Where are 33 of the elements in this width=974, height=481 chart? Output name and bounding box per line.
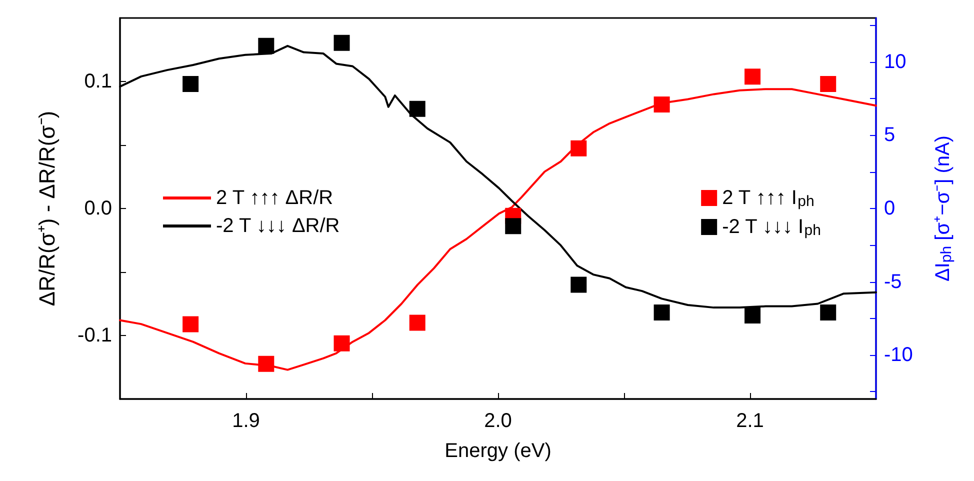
y2-tick-label: -5 <box>884 270 902 293</box>
y2-tick-label: 10 <box>884 50 906 73</box>
x-tick-label: 2.1 <box>736 410 764 432</box>
y2-tick-label: -10 <box>884 344 913 366</box>
point <box>258 38 274 54</box>
point <box>334 335 350 352</box>
point <box>654 304 670 321</box>
legend-label: -2 T ↓↓↓ ΔR/R <box>216 215 340 237</box>
point <box>570 276 587 293</box>
point <box>744 307 761 324</box>
point <box>334 34 350 51</box>
y2-axis-title: ΔIph [σ⁺−σ⁻] (nA) <box>932 136 955 282</box>
x-tick-label: 1.9 <box>232 410 260 432</box>
y-axis-title: ΔR/R(σ⁺) - ΔR/R(σ⁻) <box>34 110 60 306</box>
point <box>409 100 426 117</box>
legend-label: 2 T ↑↑↑ ΔR/R <box>216 187 334 209</box>
point <box>820 76 836 92</box>
point <box>744 68 761 85</box>
y-tick-label: 0.1 <box>84 70 112 92</box>
point <box>258 356 274 372</box>
y2-tick-label: 5 <box>884 124 896 146</box>
x-axis-title: Energy (eV) <box>444 440 552 462</box>
y-tick-label: -0.1 <box>78 324 112 346</box>
point <box>654 96 670 112</box>
point <box>505 218 522 234</box>
point <box>182 76 199 92</box>
x-tick-label: 2.0 <box>484 410 512 432</box>
y2-tick-label: 0 <box>884 198 896 220</box>
y-tick-label: 0.0 <box>84 198 112 220</box>
point <box>570 140 587 156</box>
point <box>820 304 836 321</box>
point <box>182 316 199 332</box>
point <box>409 314 426 331</box>
